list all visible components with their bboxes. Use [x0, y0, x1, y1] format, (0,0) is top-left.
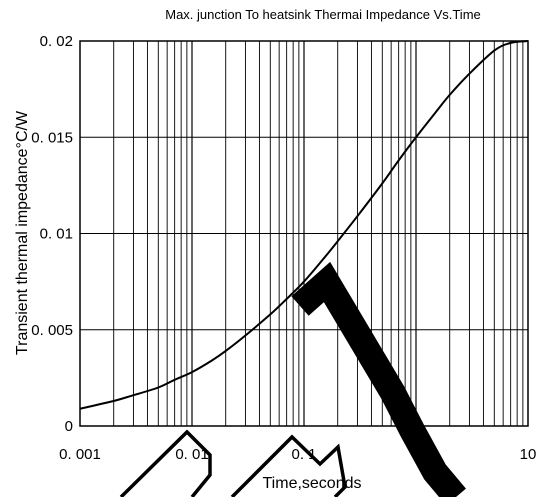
- y-tick-label: 0. 01: [40, 226, 73, 243]
- y-tick-labels: 0 0. 005 0. 01 0. 015 0. 02: [31, 33, 73, 435]
- y-tick-label: 0. 015: [31, 129, 73, 146]
- y-tick-label: 0. 005: [31, 322, 73, 339]
- x-tick-label: 0. 01: [175, 446, 208, 463]
- series-line: [79, 40, 529, 410]
- grid-lines: [80, 41, 528, 426]
- chart-title: Max. junction To heatsink Thermai Impeda…: [165, 7, 481, 22]
- watermark-logo: [119, 261, 466, 502]
- x-tick-label: 1: [412, 446, 420, 463]
- y-tick-label: 0. 02: [40, 33, 73, 50]
- y-tick-label: 0: [65, 418, 73, 435]
- plot-frame: [79, 40, 529, 427]
- x-tick-label: 0. 001: [59, 446, 101, 463]
- y-axis-label: Transient thermal impedance°C/W: [14, 110, 31, 355]
- x-tick-label: 0. 1: [291, 446, 316, 463]
- x-tick-label: 10: [520, 446, 537, 463]
- x-axis-label: Time,seconds: [263, 475, 362, 492]
- x-tick-labels: 0. 001 0. 01 0. 1 1 10: [59, 446, 536, 463]
